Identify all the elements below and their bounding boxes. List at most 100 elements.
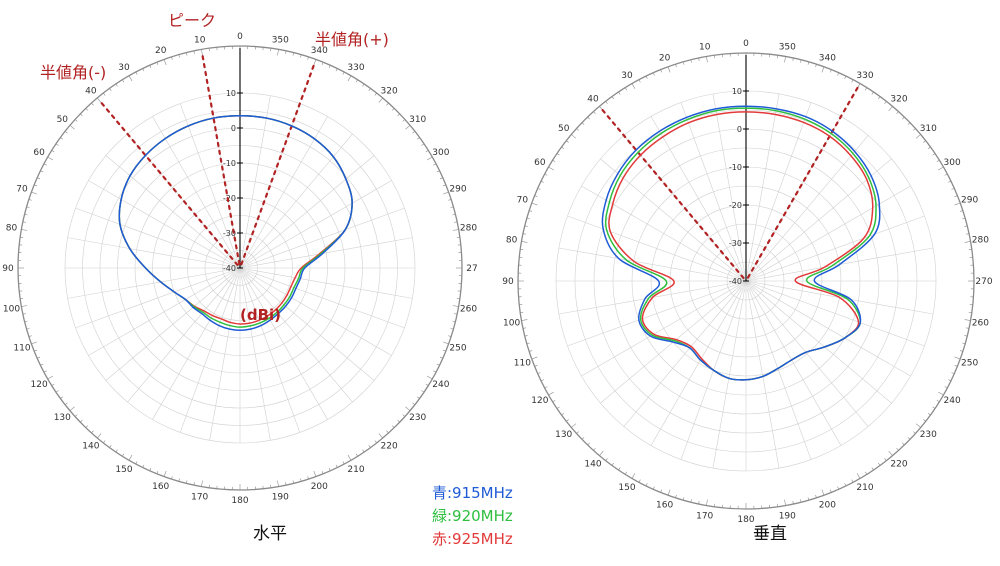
outer-tick (884, 101, 887, 104)
outer-tick (292, 480, 294, 484)
outer-tick (193, 50, 195, 54)
radial-tick-label: -40 (223, 264, 236, 273)
grid-spoke (152, 116, 237, 262)
outer-tick (675, 494, 677, 498)
outer-tick (60, 396, 64, 399)
outer-tick (142, 68, 145, 72)
radial-tick-label: -20 (223, 194, 236, 203)
outer-tick (442, 184, 446, 187)
outer-tick (426, 156, 433, 161)
outer-tick (442, 341, 449, 345)
outer-tick (300, 54, 302, 58)
outer-tick (24, 214, 28, 216)
outer-tick (163, 59, 167, 66)
outer-tick (966, 233, 970, 235)
outer-tick (74, 414, 78, 417)
outer-tick (321, 62, 324, 66)
outer-tick (851, 479, 854, 483)
outer-tick (556, 406, 560, 409)
outer-tick (954, 202, 961, 206)
outer-tick (178, 54, 180, 58)
outer-tick (439, 177, 443, 180)
outer-tick (638, 79, 641, 83)
outer-tick (421, 390, 425, 393)
outer-tick (313, 470, 317, 477)
outer-tick (135, 461, 138, 465)
outer-tick (328, 65, 331, 69)
outer-tick (660, 489, 662, 493)
outer-tick (966, 327, 970, 329)
radial-tick-label: -40 (729, 277, 742, 286)
outer-tick (378, 97, 383, 103)
outer-tick (452, 214, 456, 216)
outer-tick (652, 72, 655, 76)
radial-tick-label: 10 (226, 89, 236, 98)
outer-tick (844, 483, 847, 487)
outer-tick (425, 150, 429, 153)
outer-tick (923, 140, 926, 143)
angle-label: 220 (381, 442, 398, 452)
outer-tick (936, 159, 940, 163)
grid-spoke (752, 185, 911, 278)
outer-tick (902, 442, 905, 446)
outer-tick (571, 134, 577, 139)
outer-tick (452, 320, 456, 322)
outer-tick (285, 50, 287, 54)
outer-tick (576, 431, 579, 434)
outer-tick (368, 444, 371, 448)
angle-label: 340 (311, 46, 328, 56)
outer-tick (531, 202, 538, 206)
outer-tick (300, 478, 302, 482)
outer-tick (436, 363, 440, 366)
outer-tick (561, 413, 565, 416)
outer-tick (362, 449, 365, 453)
grid-spoke (247, 269, 413, 299)
angle-label: 110 (13, 343, 30, 353)
outer-tick (631, 473, 636, 479)
outer-tick (534, 195, 538, 197)
outer-tick (888, 106, 893, 112)
grid-spoke (241, 95, 271, 261)
outer-tick (948, 180, 952, 183)
reference-dash-line (98, 99, 239, 267)
series-line-915MHz (118, 114, 353, 332)
outer-tick (587, 442, 590, 446)
outer-tick (682, 497, 685, 501)
angle-label: 120 (531, 396, 548, 406)
outer-tick (402, 414, 406, 417)
angle-label: 90 (2, 264, 14, 274)
outer-tick (355, 453, 358, 457)
angle-label: 190 (779, 511, 796, 521)
outer-tick (932, 153, 936, 156)
grid-spoke (244, 133, 353, 263)
outer-tick (26, 206, 30, 208)
angle-label: 190 (272, 493, 289, 503)
outer-tick (452, 229, 459, 231)
outer-tick (706, 499, 708, 506)
grid-spoke (245, 272, 375, 381)
vertical-chart-title: 垂直 (753, 524, 787, 544)
outer-tick (193, 482, 195, 486)
angle-label: 70 (517, 196, 529, 206)
outer-tick (442, 349, 446, 352)
outer-tick (335, 464, 338, 468)
outer-tick (896, 448, 899, 451)
radial-tick-label: 0 (231, 124, 236, 133)
outer-tick (171, 56, 173, 60)
half-angle-minus-annotation: 半値角(-) (40, 63, 106, 82)
outer-tick (821, 489, 825, 496)
horizontal-polar-chart: 0102030405060708090100110120130140150160… (2, 32, 477, 506)
angle-label: 160 (152, 482, 169, 492)
outer-tick (660, 69, 662, 73)
angle-label: 100 (3, 304, 20, 314)
outer-tick (28, 335, 32, 337)
grid-spoke (179, 103, 238, 261)
angle-label: 100 (503, 318, 520, 328)
outer-tick (938, 391, 944, 396)
grid-spoke (152, 274, 237, 420)
angle-label: 80 (6, 224, 18, 234)
angle-label: 330 (856, 71, 873, 81)
grid-spoke (242, 275, 301, 433)
outer-tick (552, 399, 556, 403)
